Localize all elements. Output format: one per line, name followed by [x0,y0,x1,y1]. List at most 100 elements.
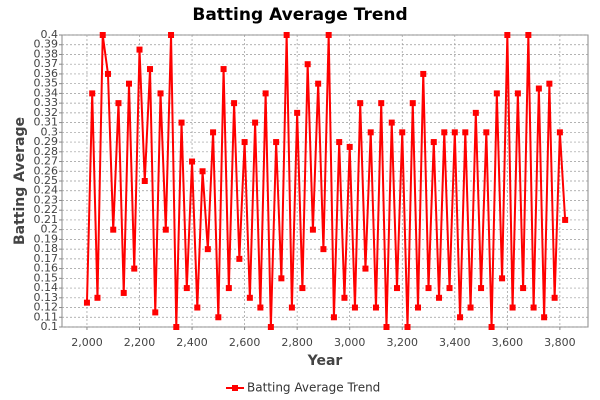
y-tick-label: 0.2 [41,223,59,236]
data-point [194,304,201,311]
legend-marker [232,385,238,391]
data-point [252,119,259,126]
y-tick-label: 0.16 [34,262,59,275]
data-point [94,294,101,301]
data-point [336,139,343,146]
data-point [446,285,453,292]
data-point [546,80,553,87]
x-tick-label: 3,200 [386,336,418,349]
data-point [478,285,485,292]
data-point [520,285,527,292]
data-point [83,299,90,306]
data-point [462,129,469,136]
x-tick-label: 2,400 [176,336,208,349]
y-tick-label: 0.4 [41,28,59,41]
data-point [430,139,437,146]
y-tick-label: 0.38 [34,47,59,60]
data-point [530,304,537,311]
y-tick-label: 0.28 [34,145,59,158]
data-point [372,304,379,311]
chart-title: Batting Average Trend [192,5,407,25]
data-point [136,46,143,53]
data-point [357,100,364,107]
data-point [535,85,542,92]
data-point [288,304,295,311]
data-point [457,314,464,321]
data-point [378,100,385,107]
data-point [367,129,374,136]
data-point [152,309,159,316]
data-point [210,129,217,136]
y-tick-label: 0.22 [34,203,59,216]
x-tick-label: 2,200 [124,336,156,349]
data-point [441,129,448,136]
data-point [173,324,180,330]
y-tick-label: 0.15 [34,271,59,284]
y-tick-label: 0.12 [34,301,59,314]
legend-label: Batting Average Trend [247,381,380,395]
y-tick-label: 0.14 [34,281,59,294]
data-point [420,70,427,77]
data-point [215,314,222,321]
data-point [562,216,569,223]
x-tick-label: 3,400 [439,336,471,349]
y-tick-label: 0.17 [34,252,59,265]
y-tick-label: 0.13 [34,291,59,304]
data-point [236,255,243,262]
y-tick-label: 0.36 [34,67,59,80]
data-point [320,246,327,253]
data-point [393,285,400,292]
data-point [436,294,443,301]
data-point [404,324,411,330]
data-point [556,129,563,136]
y-tick-label: 0.34 [34,86,59,99]
data-point [267,324,274,330]
data-point [125,80,132,87]
data-point [472,109,479,116]
data-point [525,32,532,38]
data-point [325,32,332,38]
y-tick-label: 0.19 [34,232,59,245]
y-tick-label: 0.27 [34,155,59,168]
data-point [157,90,164,97]
data-point [220,66,227,73]
y-tick-label: 0.39 [34,38,59,51]
y-tick-label: 0.11 [34,310,59,323]
data-point [330,314,337,321]
data-point [162,226,169,233]
y-axis-label: Batting Average [12,117,28,245]
y-tick-label: 0.35 [34,77,59,90]
x-tick-label: 2,600 [229,336,261,349]
data-point [147,66,154,73]
data-point [294,109,301,116]
y-tick-label: 0.25 [34,174,59,187]
data-point [131,265,138,272]
x-tick-label: 3,000 [334,336,366,349]
data-point [246,294,253,301]
data-point [299,285,306,292]
data-point [120,289,127,296]
data-point [199,168,206,175]
data-point [183,285,190,292]
data-point [415,304,422,311]
data-point [399,129,406,136]
x-tick-label: 3,600 [492,336,524,349]
legend: Batting Average Trend [226,381,380,395]
data-point [451,129,458,136]
x-axis-label: Year [307,353,343,369]
y-tick-label: 0.31 [34,116,59,129]
data-point [488,324,495,330]
data-point [493,90,500,97]
data-point [99,32,106,38]
data-point [189,158,196,165]
data-point [204,246,211,253]
data-point [168,32,175,38]
data-point [89,90,96,97]
y-tick-label: 0.26 [34,164,59,177]
data-point [467,304,474,311]
data-point [514,90,521,97]
data-point [178,119,185,126]
y-tick-label: 0.33 [34,96,59,109]
data-point [499,275,506,282]
